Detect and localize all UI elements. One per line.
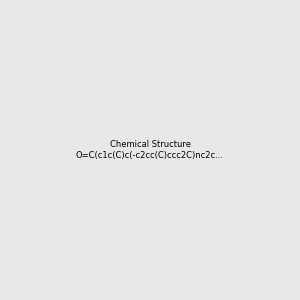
Text: Chemical Structure
O=C(c1c(C)c(-c2cc(C)ccc2C)nc2c...: Chemical Structure O=C(c1c(C)c(-c2cc(C)c… [76, 140, 224, 160]
